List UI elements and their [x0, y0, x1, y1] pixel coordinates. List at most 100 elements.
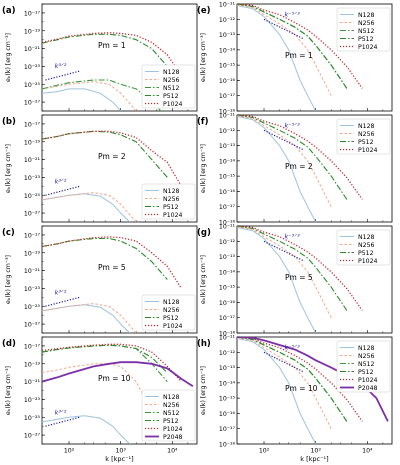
y-tick-label: 10⁻²⁷: [24, 100, 41, 107]
series-line-n128: [237, 227, 317, 333]
series-line-p512: [42, 344, 168, 374]
pm-annotation: Pm = 5: [98, 263, 126, 272]
panel-label: (f): [197, 117, 209, 127]
x-axis-label: k [kpc⁻¹]: [300, 455, 328, 463]
series-line-n128: [237, 116, 317, 222]
y-tick-label: 10⁻¹⁷: [219, 204, 236, 211]
y-tick-label: 10⁻¹⁹: [24, 361, 41, 368]
legend-label: N128: [358, 12, 375, 19]
y-tick-label: 10⁻²¹: [24, 268, 41, 275]
series-line-n256: [42, 81, 137, 111]
y-tick-label: 10⁻¹⁷: [24, 121, 41, 128]
y-tick-label: 10⁻¹⁷: [24, 10, 41, 17]
legend-label: N512: [163, 410, 180, 417]
slope-guide-label: k⁻⁵ᐟ³: [285, 343, 301, 351]
panel-label: (g): [197, 228, 211, 238]
pm-annotation: Pm = 1: [285, 51, 313, 60]
series-line-p2048: [42, 361, 194, 387]
legend-label: N256: [163, 196, 180, 203]
series-line-p1024: [42, 32, 182, 76]
y-tick-label: 10⁻¹⁷: [219, 315, 236, 322]
series-line-p1024: [237, 4, 363, 89]
y-tick-label: 10⁻¹⁵: [219, 174, 236, 181]
pm-annotation: Pm = 10: [285, 384, 318, 393]
y-tick-label: 10⁻²⁷: [24, 433, 41, 440]
y-tick-label: 10⁻¹³: [219, 32, 236, 39]
legend-label: P512: [163, 93, 179, 100]
legend-label: N256: [358, 131, 375, 138]
y-tick-label: 10⁻²³: [24, 286, 41, 293]
panel-a: 10⁻¹⁷ 10⁻¹⁹ 10⁻²¹ 10⁻²³ 10⁻²⁵ 10⁻²⁷ k³ᐟ² (a) Pm …: [2, 3, 198, 112]
slope-guide-line: [263, 240, 305, 262]
y-tick-label: 10⁻¹²: [219, 350, 236, 357]
legend-label: P1024: [163, 212, 183, 219]
slope-guide-line: [263, 129, 305, 151]
y-axis-label: eₖ(k) [erg cm⁻³]: [5, 144, 12, 193]
slope-guide-label: k³ᐟ²: [55, 288, 67, 296]
series-line-n256: [237, 4, 332, 96]
y-tick-label: 10⁻¹²: [219, 239, 236, 246]
legend-box: [141, 389, 196, 442]
y-tick-label: 10⁻¹⁸: [219, 442, 236, 449]
legend-box: [336, 229, 391, 266]
series-group: [237, 4, 363, 111]
panel-b: 10⁻¹⁷ 10⁻¹⁹ 10⁻²¹ 10⁻²³ 10⁻²⁵ 10⁻²⁷ k³ᐟ² (b) Pm …: [2, 114, 198, 223]
legend-label: N256: [358, 242, 375, 249]
y-tick-label: 10⁻¹³: [219, 254, 236, 261]
legend-label: N128: [163, 188, 180, 195]
y-tick-label: 10⁻¹¹: [219, 113, 236, 120]
series-group: [42, 343, 194, 444]
slope-guide-line: [263, 18, 305, 40]
legend-label: N512: [163, 85, 180, 92]
series-line-p512: [237, 337, 348, 422]
legend-label: P1024: [163, 323, 183, 330]
series-line-p512: [237, 226, 348, 311]
legend-label: N256: [163, 307, 180, 314]
series-line-p1024: [237, 226, 363, 311]
series-line-n256: [237, 115, 332, 207]
series-group: [237, 337, 389, 444]
y-tick-label: 10⁻¹⁸: [219, 109, 236, 116]
x-tick-label: 10³: [311, 448, 322, 455]
legend-label: N128: [358, 234, 375, 241]
y-tick-label: 10⁻¹⁴: [219, 269, 236, 276]
series-line-n128: [42, 304, 131, 333]
legend-label: P2048: [163, 434, 183, 441]
y-tick-label: 10⁻²³: [24, 397, 41, 404]
y-tick-label: 10⁻¹⁴: [219, 380, 236, 387]
y-tick-label: 10⁻¹⁶: [219, 189, 236, 196]
y-tick-label: 10⁻¹⁷: [219, 426, 236, 433]
legend-label: P512: [358, 250, 374, 257]
y-axis-label: eₖ(k) [erg cm⁻³]: [200, 33, 207, 82]
legend-box: [141, 183, 196, 220]
legend-label: P1024: [358, 147, 378, 154]
series-line-n512: [42, 79, 162, 111]
y-tick-label: 10⁻¹²: [219, 128, 236, 135]
panel-d: 10⁻¹⁷ 10⁻¹⁹ 10⁻²¹ 10⁻²³ 10⁻²⁵ 10⁻²⁷ 10² 10³ 10⁴ k…: [2, 336, 198, 463]
y-tick-label: 10⁻¹⁸: [219, 331, 236, 338]
series-line-p512: [42, 33, 168, 67]
series-line-n128: [237, 5, 317, 111]
panel-label: (e): [197, 6, 211, 16]
panel-label: (b): [2, 117, 16, 127]
legend-label: N128: [163, 69, 180, 76]
legend-label: P1024: [358, 44, 378, 51]
pm-annotation: Pm = 10: [98, 374, 131, 383]
series-group: [237, 226, 363, 333]
x-tick-label: 10⁴: [167, 448, 178, 455]
x-tick-label: 10²: [259, 448, 270, 455]
y-tick-label: 10⁻²⁵: [24, 304, 41, 311]
y-axis-label: eₖ(k) [erg cm⁻³]: [5, 255, 12, 304]
legend-label: N256: [163, 77, 180, 84]
legend-label: N128: [163, 394, 180, 401]
series-line-p1024: [237, 115, 363, 200]
y-tick-label: 10⁻¹³: [219, 143, 236, 150]
y-tick-label: 10⁻²⁵: [24, 415, 41, 422]
y-axis-label: eₖ(k) [erg cm⁻³]: [200, 366, 207, 415]
series-line-n256: [237, 337, 332, 429]
legend-label: P512: [358, 369, 374, 376]
y-tick-label: 10⁻²¹: [24, 379, 41, 386]
legend-label: P512: [358, 139, 374, 146]
series-line-n128: [42, 415, 131, 444]
slope-guide-label: k³ᐟ²: [55, 62, 67, 70]
